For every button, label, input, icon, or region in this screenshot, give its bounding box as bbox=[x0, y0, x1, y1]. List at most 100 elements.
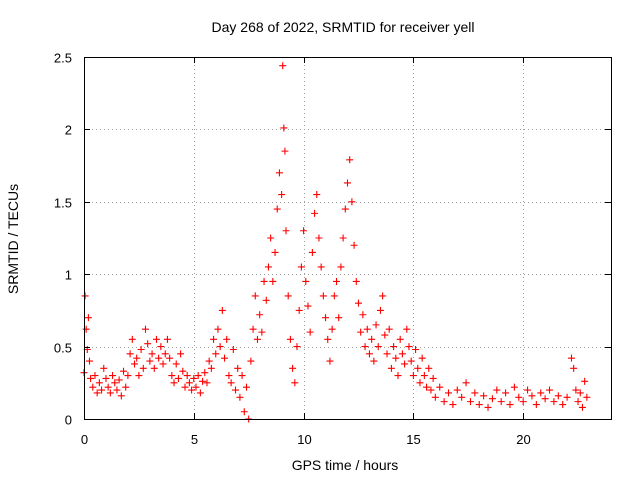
data-point bbox=[93, 389, 101, 397]
data-point bbox=[148, 350, 156, 358]
data-point bbox=[484, 403, 492, 411]
data-point bbox=[414, 364, 422, 372]
y-tick-label: 0 bbox=[65, 413, 72, 428]
data-point bbox=[181, 383, 189, 391]
data-point bbox=[572, 386, 580, 394]
data-point bbox=[253, 335, 261, 343]
data-point bbox=[234, 364, 242, 372]
data-point bbox=[278, 191, 286, 199]
data-point bbox=[578, 403, 586, 411]
data-point bbox=[258, 328, 266, 336]
data-point bbox=[87, 374, 95, 382]
data-point bbox=[403, 325, 411, 333]
data-point bbox=[115, 376, 123, 384]
data-point bbox=[337, 263, 345, 271]
data-point bbox=[168, 372, 176, 380]
data-point bbox=[458, 393, 466, 401]
data-point bbox=[236, 393, 244, 401]
data-point bbox=[106, 389, 114, 397]
data-point bbox=[172, 360, 180, 368]
data-point bbox=[383, 350, 391, 358]
data-point bbox=[398, 350, 406, 358]
data-point bbox=[84, 314, 92, 322]
x-tick-label: 0 bbox=[81, 432, 88, 447]
data-point bbox=[510, 383, 518, 391]
data-point bbox=[240, 408, 248, 416]
data-point bbox=[423, 383, 431, 391]
data-point bbox=[177, 350, 185, 358]
data-point bbox=[207, 364, 215, 372]
data-point bbox=[480, 392, 488, 400]
data-point bbox=[98, 386, 106, 394]
data-point bbox=[100, 364, 108, 372]
data-point bbox=[302, 277, 310, 285]
data-point bbox=[205, 357, 213, 365]
data-point bbox=[117, 392, 125, 400]
data-point bbox=[279, 62, 287, 70]
data-point bbox=[227, 379, 235, 387]
data-point bbox=[319, 292, 327, 300]
data-point bbox=[256, 311, 264, 319]
data-point bbox=[368, 335, 376, 343]
data-point bbox=[194, 372, 202, 380]
data-point bbox=[387, 364, 395, 372]
data-point bbox=[471, 389, 479, 397]
data-point bbox=[293, 343, 301, 351]
data-point bbox=[372, 321, 380, 329]
data-point bbox=[190, 374, 198, 382]
data-point bbox=[546, 386, 554, 394]
data-point bbox=[221, 354, 229, 362]
data-point bbox=[354, 299, 362, 307]
data-point bbox=[412, 345, 420, 353]
data-point bbox=[304, 302, 312, 310]
data-point bbox=[273, 205, 281, 213]
data-point bbox=[563, 393, 571, 401]
data-point bbox=[85, 357, 93, 365]
data-point bbox=[462, 379, 470, 387]
data-point bbox=[385, 325, 393, 333]
data-point bbox=[348, 198, 356, 206]
data-point bbox=[267, 234, 275, 242]
data-point bbox=[300, 227, 308, 235]
data-point bbox=[326, 357, 334, 365]
data-point bbox=[418, 354, 426, 362]
x-tick-label: 20 bbox=[516, 432, 530, 447]
data-point bbox=[199, 377, 207, 385]
data-point bbox=[449, 401, 457, 409]
data-point bbox=[225, 372, 233, 380]
data-point bbox=[519, 398, 527, 406]
data-point bbox=[214, 325, 222, 333]
data-point bbox=[396, 335, 404, 343]
data-point bbox=[315, 234, 323, 242]
data-point bbox=[126, 350, 134, 358]
data-point bbox=[281, 147, 289, 155]
data-point bbox=[466, 398, 474, 406]
data-point bbox=[567, 354, 575, 362]
data-point bbox=[131, 360, 139, 368]
data-point bbox=[574, 398, 582, 406]
data-point bbox=[104, 383, 112, 391]
data-point bbox=[583, 393, 591, 401]
y-tick-label: 1.5 bbox=[54, 196, 72, 211]
data-point bbox=[144, 340, 152, 348]
data-point bbox=[429, 374, 437, 382]
data-point bbox=[150, 364, 158, 372]
data-point bbox=[124, 372, 132, 380]
data-point bbox=[166, 354, 174, 362]
data-point bbox=[280, 124, 288, 132]
data-point bbox=[109, 372, 117, 380]
data-point bbox=[133, 354, 141, 362]
data-point bbox=[275, 169, 283, 177]
data-point bbox=[212, 350, 220, 358]
data-point bbox=[407, 357, 415, 365]
data-point bbox=[128, 335, 136, 343]
data-point bbox=[216, 343, 224, 351]
data-point bbox=[405, 343, 413, 351]
data-point bbox=[247, 357, 255, 365]
data-point bbox=[488, 395, 496, 403]
data-point bbox=[135, 372, 143, 380]
chart-title: Day 268 of 2022, SRMTID for receiver yel… bbox=[212, 19, 475, 35]
data-point bbox=[232, 386, 240, 394]
grid-lines bbox=[84, 57, 611, 419]
